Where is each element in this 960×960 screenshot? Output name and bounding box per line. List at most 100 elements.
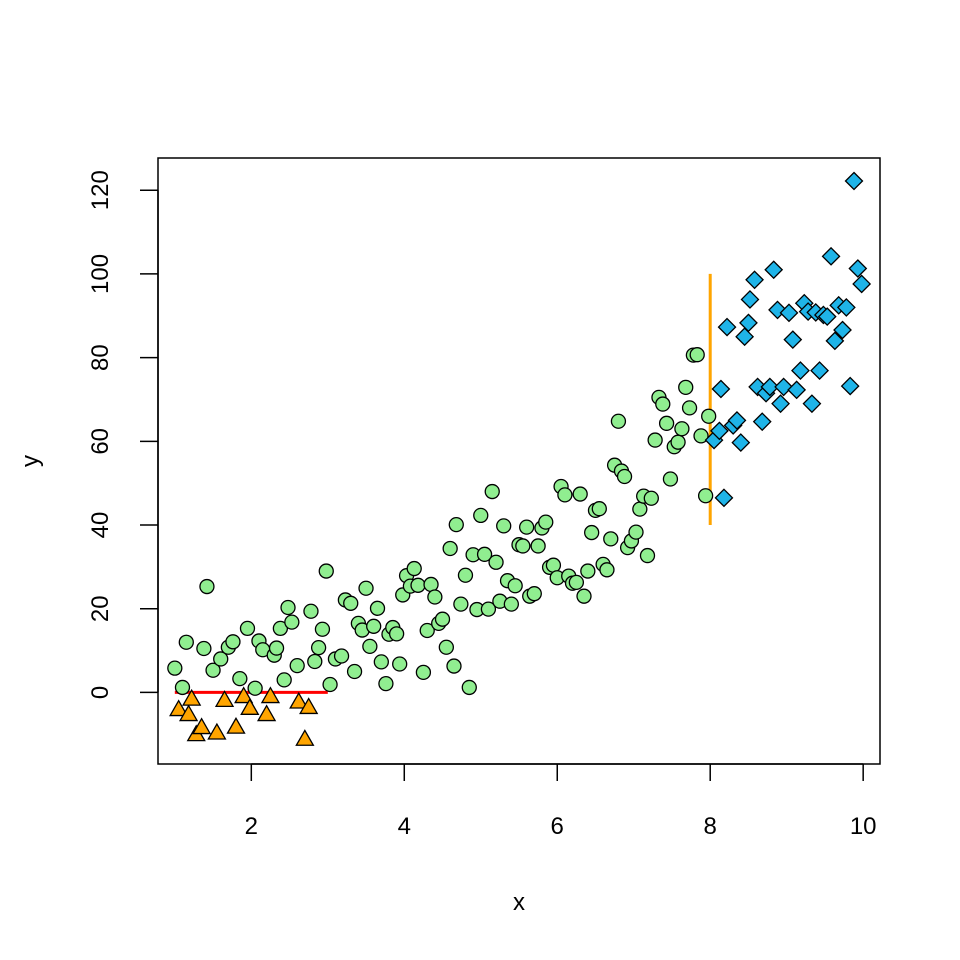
triangle-point <box>256 704 277 722</box>
circle-point <box>289 658 305 674</box>
circle-point <box>419 622 435 639</box>
circle-point <box>599 562 615 578</box>
circle-point <box>167 660 183 676</box>
circle-point <box>438 639 454 655</box>
y-tick-label: 100 <box>87 254 114 294</box>
y-tick-label: 80 <box>87 344 114 371</box>
circle-point <box>427 589 443 605</box>
circle-point <box>476 546 493 562</box>
triangle-point <box>260 686 281 704</box>
x-tick-label: 8 <box>704 813 717 840</box>
circle-point <box>670 434 686 450</box>
diamond-point <box>709 421 729 441</box>
x-tick-label: 10 <box>850 813 877 840</box>
circle-point <box>681 400 698 416</box>
circle-point <box>584 524 600 541</box>
circle-point <box>628 524 644 540</box>
triangle-point <box>234 686 254 704</box>
circle-point <box>272 620 289 637</box>
triangle-point <box>214 690 235 707</box>
circle-point <box>610 413 627 429</box>
diamond-point <box>779 303 799 323</box>
circle-point <box>545 557 562 573</box>
x-axis: 2 4 6 8 10 <box>245 763 877 840</box>
diamond-point <box>844 171 864 191</box>
circle-point <box>196 640 212 657</box>
diamond-point <box>802 394 822 414</box>
x-axis-title: x <box>513 889 525 916</box>
diamond-point <box>810 361 829 381</box>
circle-point <box>496 518 512 534</box>
diamond-point <box>711 379 731 399</box>
triangle-point <box>182 688 202 706</box>
circle-point <box>446 658 462 674</box>
diamond-point <box>833 320 852 340</box>
circle-point <box>280 599 296 616</box>
circle-point <box>225 634 241 650</box>
diamond-point <box>735 327 755 347</box>
circle-point <box>689 347 705 363</box>
circle-point <box>333 648 350 664</box>
y-axis-title: y <box>17 455 44 467</box>
circle-point <box>343 595 359 611</box>
circle-point <box>178 634 194 650</box>
triangle-point <box>178 704 199 722</box>
y-tick-label: 20 <box>87 595 114 622</box>
diamond-point <box>817 307 837 327</box>
circle-point <box>658 415 675 431</box>
data-points <box>167 171 872 746</box>
circle-point <box>276 672 292 688</box>
circle-point <box>457 567 474 583</box>
circle-point <box>526 586 542 602</box>
x-tick-label: 6 <box>551 813 564 840</box>
y-tick-label: 60 <box>87 428 114 455</box>
circle-point <box>392 656 408 672</box>
diamond-point <box>852 274 872 294</box>
circle-point <box>507 578 523 594</box>
diamond-point <box>825 331 845 351</box>
triangle-point <box>191 717 212 735</box>
triangle-point <box>299 697 319 715</box>
y-axis: 0 20 40 60 80 100 120 <box>87 170 159 699</box>
circle-point <box>480 601 497 617</box>
circle-point <box>369 600 386 616</box>
diamond-point <box>840 376 860 396</box>
circle-point <box>591 501 607 517</box>
circle-point <box>538 514 554 530</box>
circle-point <box>484 483 500 500</box>
circle-point <box>268 640 285 656</box>
circle-point <box>388 626 405 642</box>
circle-point <box>655 396 671 412</box>
triangle-point <box>240 698 260 715</box>
x-tick-label: 2 <box>245 813 258 840</box>
diamond-point <box>821 246 841 266</box>
diamond-point <box>848 259 868 278</box>
circle-point <box>576 588 592 604</box>
circle-point <box>434 611 451 627</box>
circle-point <box>518 519 535 535</box>
circle-point <box>373 654 389 670</box>
circle-point <box>346 663 363 680</box>
circle-point <box>174 679 191 696</box>
circle-point <box>557 487 573 503</box>
circle-point <box>647 432 663 448</box>
circle-point <box>603 531 619 547</box>
circle-point <box>415 664 432 680</box>
diamond-point <box>836 297 856 317</box>
circle-point <box>693 428 709 444</box>
circle-point <box>423 576 439 593</box>
circle-point <box>205 662 221 678</box>
diamond-point <box>727 410 747 430</box>
circle-point <box>322 676 338 693</box>
circle-point <box>572 486 588 502</box>
circle-point <box>239 620 256 637</box>
y-tick-label: 0 <box>87 686 114 699</box>
circle-point <box>632 501 648 517</box>
circle-point <box>568 574 585 591</box>
circle-point <box>406 560 422 577</box>
circle-point <box>453 596 469 612</box>
circle-point <box>697 488 714 504</box>
diamond-point <box>771 394 790 414</box>
